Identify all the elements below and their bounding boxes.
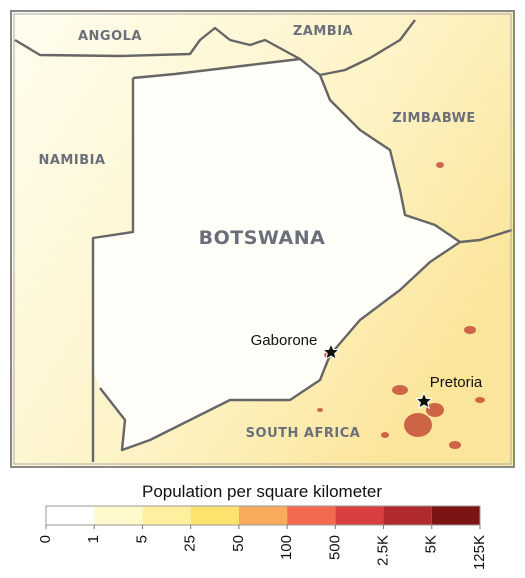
map-area: ANGOLA ZAMBIA ZIMBABWE NAMIBIA BOTSWANA …	[10, 10, 515, 468]
legend-swatch	[142, 506, 191, 525]
legend-swatch	[335, 506, 384, 525]
legend-swatch	[383, 506, 432, 525]
legend-tick-label: 5	[133, 535, 150, 543]
legend-tick-label: 500	[326, 535, 343, 560]
legend-frame	[45, 505, 481, 526]
city-label: Pretoria	[430, 374, 483, 391]
legend-swatch	[238, 506, 288, 525]
legend-tick-label: 125K	[471, 535, 488, 570]
legend-tick-label: 2.5K	[375, 535, 392, 566]
city-star	[414, 391, 434, 410]
legend-swatch	[287, 506, 336, 525]
legend-swatch	[46, 506, 95, 525]
legend-tick-label: 100	[278, 535, 295, 560]
country-label: ZIMBABWE	[392, 111, 476, 126]
country-label: ANGOLA	[78, 29, 142, 44]
mozambique-border	[459, 228, 513, 244]
city-label: Gaborone	[251, 332, 318, 349]
country-label: BOTSWANA	[199, 227, 326, 249]
map-frame	[10, 10, 515, 468]
zambia-zimbabwe-border	[319, 19, 416, 77]
botswana-border	[99, 57, 462, 452]
map-frame-inner	[13, 13, 512, 465]
namibia-border	[91, 78, 135, 462]
country-label: ZAMBIA	[293, 24, 353, 39]
botswana-area	[93, 59, 460, 450]
legend-tick-label: 0	[37, 535, 54, 543]
legend-tick-label: 25	[182, 535, 199, 552]
country-label: SOUTH AFRICA	[246, 426, 361, 441]
legend-title: Population per square kilometer	[142, 482, 382, 501]
angola-zambia-border	[14, 26, 301, 61]
legend-swatch	[190, 506, 239, 525]
legend-tick-label: 50	[230, 535, 247, 552]
country-label: NAMIBIA	[38, 153, 105, 168]
legend-tick-label: 5K	[423, 535, 440, 553]
legend-tick-label: 1	[85, 535, 102, 543]
legend: 0 1 5 25 50 100 500 2.5K 5K 125K	[37, 505, 488, 570]
legend-swatch	[94, 506, 143, 525]
city-star	[321, 342, 341, 361]
legend-swatch	[431, 506, 480, 525]
